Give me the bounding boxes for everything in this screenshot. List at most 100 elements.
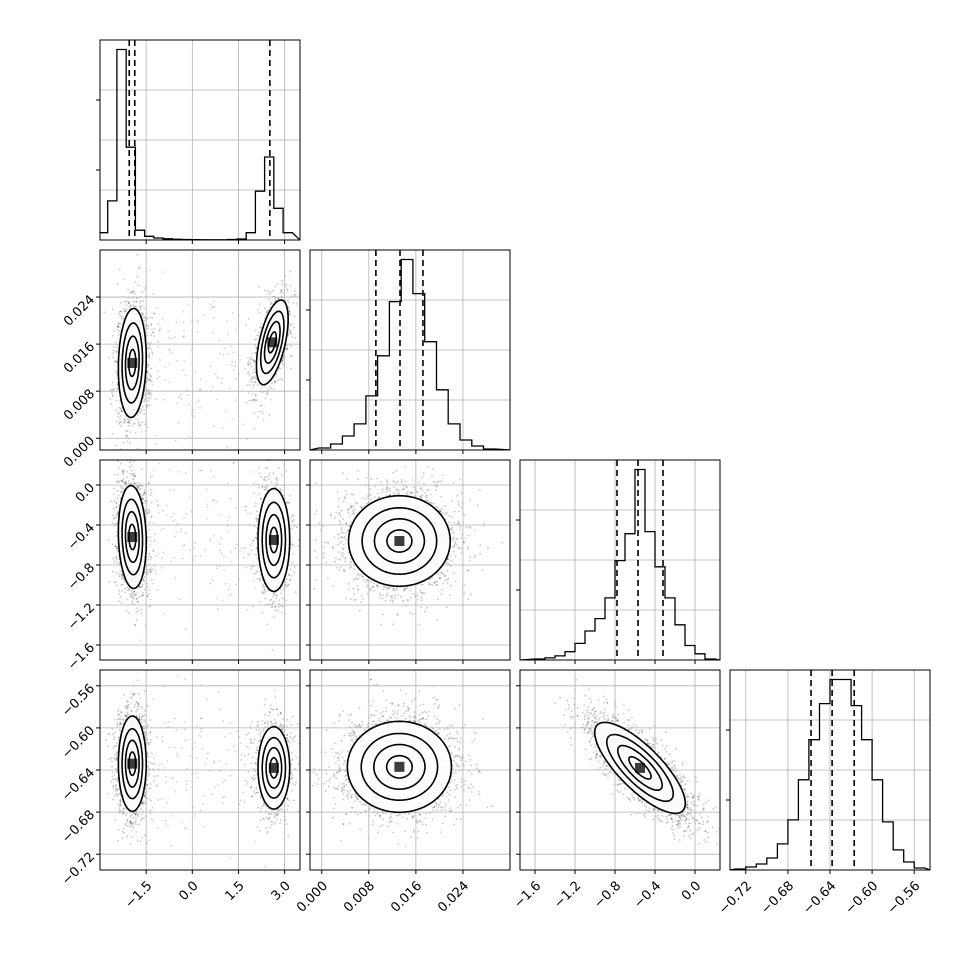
- scatter-point: [126, 598, 129, 601]
- scatter-point: [247, 392, 250, 395]
- scatter-point: [177, 421, 180, 424]
- scatter-point: [255, 532, 258, 535]
- scatter-point: [133, 305, 136, 308]
- scatter-point: [247, 318, 250, 320]
- scatter-point: [168, 349, 171, 352]
- scatter-point: [114, 360, 117, 363]
- scatter-point: [118, 589, 120, 592]
- scatter-point: [150, 380, 153, 383]
- scatter-point: [188, 403, 191, 406]
- scatter-point: [116, 324, 119, 327]
- scatter-point: [252, 384, 255, 386]
- scatter-point: [286, 290, 289, 292]
- scatter-point: [119, 485, 122, 488]
- scatter-point: [132, 591, 135, 594]
- scatter-point: [115, 522, 118, 525]
- scatter-point: [287, 583, 290, 586]
- scatter-point: [288, 502, 291, 504]
- scatter-point: [213, 305, 216, 308]
- scatter-point: [195, 400, 198, 403]
- scatter-point: [138, 586, 141, 589]
- scatter-point: [115, 501, 118, 504]
- scatter-point: [135, 301, 138, 303]
- scatter-point: [152, 331, 155, 334]
- scatter-point: [269, 303, 272, 306]
- scatter-point: [133, 474, 136, 477]
- scatter-point: [254, 344, 257, 347]
- scatter-point: [157, 340, 160, 343]
- scatter-point: [140, 495, 143, 498]
- scatter-point: [252, 540, 255, 543]
- scatter-point: [280, 280, 283, 282]
- scatter-point: [252, 539, 255, 542]
- scatter-point: [118, 412, 120, 415]
- scatter-point: [148, 552, 151, 555]
- scatter-point: [255, 536, 257, 539]
- scatter-point: [293, 544, 296, 547]
- scatter-point: [147, 397, 150, 400]
- scatter-point: [275, 477, 277, 480]
- scatter-point: [253, 359, 256, 362]
- scatter-point: [146, 377, 149, 380]
- scatter-point: [255, 376, 257, 379]
- scatter-point: [252, 398, 255, 401]
- scatter-point: [250, 366, 253, 368]
- scatter-point: [130, 593, 133, 596]
- scatter-point: [222, 353, 225, 356]
- scatter-point: [255, 517, 258, 520]
- scatter-point: [248, 373, 251, 376]
- scatter-point: [281, 359, 284, 362]
- scatter-point: [146, 366, 149, 368]
- scatter-point: [136, 253, 139, 256]
- scatter-point: [124, 481, 127, 484]
- scatter-point: [254, 504, 257, 507]
- scatter-point: [221, 426, 224, 429]
- scatter-point: [268, 293, 271, 296]
- scatter-point: [267, 309, 269, 312]
- scatter-point: [168, 336, 171, 339]
- scatter-point: [114, 545, 117, 547]
- scatter-point: [111, 394, 114, 396]
- scatter-point: [111, 335, 114, 337]
- scatter-point: [120, 410, 123, 413]
- scatter-point: [254, 371, 257, 374]
- scatter-point: [179, 394, 182, 397]
- scatter-point: [159, 359, 161, 361]
- scatter-point: [149, 451, 151, 453]
- scatter-point: [293, 290, 296, 293]
- scatter-point: [286, 585, 288, 587]
- scatter-point: [255, 546, 258, 549]
- scatter-point: [211, 306, 214, 309]
- scatter-point: [117, 481, 120, 483]
- scatter-point: [125, 609, 128, 612]
- scatter-point: [148, 570, 151, 573]
- scatter-point: [150, 556, 152, 559]
- scatter-point: [267, 589, 270, 592]
- scatter-point: [158, 375, 161, 378]
- scatter-point: [119, 417, 122, 420]
- scatter-point: [139, 411, 142, 414]
- scatter-point: [111, 381, 114, 384]
- scatter-point: [209, 303, 212, 306]
- scatter-point: [149, 476, 152, 479]
- scatter-point: [149, 375, 152, 377]
- scatter-point: [142, 594, 145, 596]
- scatter-point: [122, 469, 125, 472]
- scatter-point: [152, 312, 155, 315]
- scatter-point: [284, 348, 287, 351]
- scatter-point: [290, 332, 293, 335]
- scatter-point: [148, 482, 150, 485]
- scatter-point: [280, 489, 283, 492]
- scatter-point: [135, 297, 138, 299]
- scatter-point: [279, 488, 282, 491]
- scatter-point: [147, 558, 149, 561]
- scatter-point: [253, 427, 256, 430]
- scatter-point: [124, 421, 126, 424]
- scatter-point: [216, 376, 219, 379]
- scatter-point: [152, 293, 155, 296]
- scatter-point: [116, 346, 119, 349]
- scatter-point: [115, 387, 118, 390]
- scatter-point: [286, 344, 289, 347]
- scatter-point: [281, 359, 283, 362]
